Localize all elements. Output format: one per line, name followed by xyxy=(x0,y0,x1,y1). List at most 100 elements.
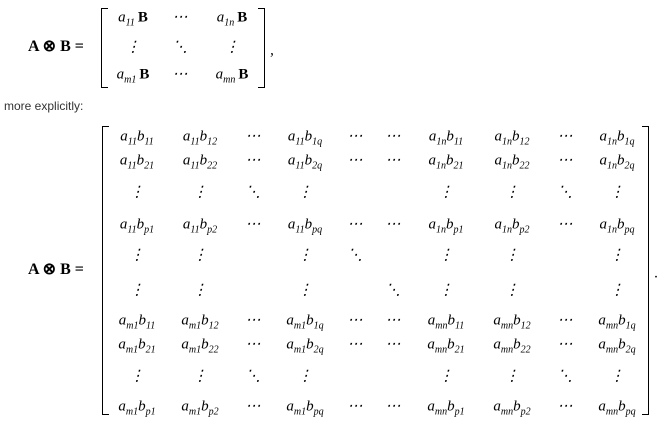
right-bracket xyxy=(258,8,265,88)
subscript: 1n xyxy=(436,136,447,148)
matrix-entry: ⋯ xyxy=(348,337,363,353)
matrix-entry: amnbp2 xyxy=(493,399,530,417)
matrix-entry: ⋱ xyxy=(173,40,188,56)
subscript: m1 xyxy=(125,406,139,418)
matrix-entry: am1b21 xyxy=(118,336,155,356)
symbol: a xyxy=(598,398,606,415)
subscript: 22 xyxy=(519,160,530,172)
symbol: ⋯ xyxy=(557,216,573,233)
symbol: b xyxy=(617,152,625,169)
subscript: m1 xyxy=(188,320,202,332)
symbol: ⋯ xyxy=(245,128,261,145)
symbol: b xyxy=(138,398,146,415)
symbol: ⋯ xyxy=(245,312,261,329)
subscript: 11 xyxy=(127,224,137,236)
symbol: a xyxy=(427,336,435,353)
matrix-entry: am1b2q xyxy=(286,336,323,356)
matrix-entry: ⋮ xyxy=(439,185,454,201)
symbol: a xyxy=(286,312,294,329)
matrix-entry: ⋯ xyxy=(557,128,573,145)
matrix-entry: ⋱ xyxy=(558,185,573,201)
symbol: ⋯ xyxy=(385,336,401,353)
right-bracket xyxy=(642,126,649,415)
symbol: ⋱ xyxy=(557,368,573,385)
matrix-entry: a11 B xyxy=(118,9,148,29)
symbol: a xyxy=(428,216,437,233)
symbol: ⋯ xyxy=(245,152,261,169)
matrix-entry: ⋮ xyxy=(610,369,625,385)
subscript: mn xyxy=(605,344,619,356)
matrix-entry: ⋯ xyxy=(385,312,401,329)
punctuation: . xyxy=(654,265,658,282)
subscript: 12 xyxy=(207,136,218,148)
subscript: 11 xyxy=(190,224,200,236)
symbol: b xyxy=(306,336,314,353)
symbol: ⋮ xyxy=(609,282,625,299)
subscript: 12 xyxy=(520,320,531,332)
symbol: ⋯ xyxy=(557,336,573,353)
matrix-entry: ⋮ xyxy=(298,283,313,299)
subscript: 11 xyxy=(295,224,305,236)
subscript: m1 xyxy=(293,344,307,356)
symbol: ⋮ xyxy=(129,184,145,201)
subscript: p1 xyxy=(145,406,156,418)
symbol: ⋯ xyxy=(347,128,363,145)
matrix-entry: ⋯ xyxy=(347,398,363,415)
subscript: 1q xyxy=(625,320,636,332)
symbol: b xyxy=(512,216,520,233)
matrix-entry: amnb22 xyxy=(493,337,530,355)
symbol: ⋮ xyxy=(129,282,145,299)
symbol: b xyxy=(199,152,208,169)
symbol: ⋯ xyxy=(347,398,363,415)
symbol: b xyxy=(304,152,313,169)
symbol: b xyxy=(446,216,454,233)
subscript: mn xyxy=(500,320,514,332)
symbol: ⋮ xyxy=(609,184,625,201)
matrix-entry: a11b12 xyxy=(183,129,218,148)
subscript: 1q xyxy=(624,136,635,148)
symbol: a xyxy=(428,128,437,145)
subscript: 2q xyxy=(624,160,635,172)
symbol: b xyxy=(137,128,145,145)
symbol: ⋱ xyxy=(245,368,261,385)
subscript: m1 xyxy=(293,406,307,418)
subscript: 11 xyxy=(125,17,135,29)
symbol: b xyxy=(447,398,455,415)
symbol: ⋯ xyxy=(557,152,573,169)
matrix-entry: ⋯ xyxy=(347,216,363,233)
symbol: b xyxy=(447,312,455,329)
symbol: a xyxy=(118,336,126,353)
symbol: ⋯ xyxy=(557,128,573,145)
matrix-entry: ⋯ xyxy=(245,128,261,145)
symbol: a xyxy=(427,312,436,329)
matrix-entry: ⋯ xyxy=(386,153,401,169)
symbol: ⋯ xyxy=(385,128,401,145)
symbol: a xyxy=(287,128,296,145)
matrix-entry: ⋮ xyxy=(130,248,145,264)
matrix-entry: ⋮ xyxy=(129,184,145,201)
symbol: a xyxy=(181,398,189,415)
matrix-entry: ⋱ xyxy=(348,248,363,264)
matrix-entry: ⋯ xyxy=(347,128,363,145)
subscript: p1 xyxy=(453,224,464,236)
symbol: ⋯ xyxy=(385,312,401,329)
matrix-entry: ⋯ xyxy=(385,336,401,353)
subscript: mn xyxy=(605,320,619,332)
symbol: a xyxy=(118,9,126,26)
subscript: 11 xyxy=(295,160,305,172)
matrix-entry: a11b22 xyxy=(183,152,217,171)
matrix-entry: amnbp1 xyxy=(427,398,464,417)
symbol: a xyxy=(118,398,126,415)
symbol: b xyxy=(306,312,314,329)
matrix-entry: ⋮ xyxy=(298,248,313,264)
symbol: B xyxy=(237,9,248,26)
symbol: ⋮ xyxy=(297,184,313,201)
matrix-entry: ⋯ xyxy=(173,10,188,26)
matrix-entry: ⋯ xyxy=(386,217,401,233)
matrix-entry: a11bp2 xyxy=(183,217,217,236)
subscript: m1 xyxy=(188,344,202,356)
symbol: ⋯ xyxy=(347,216,363,233)
matrix-entry: ⋮ xyxy=(610,248,625,264)
matrix-entry: a1nbp2 xyxy=(495,216,530,235)
subscript: m1 xyxy=(125,344,139,356)
